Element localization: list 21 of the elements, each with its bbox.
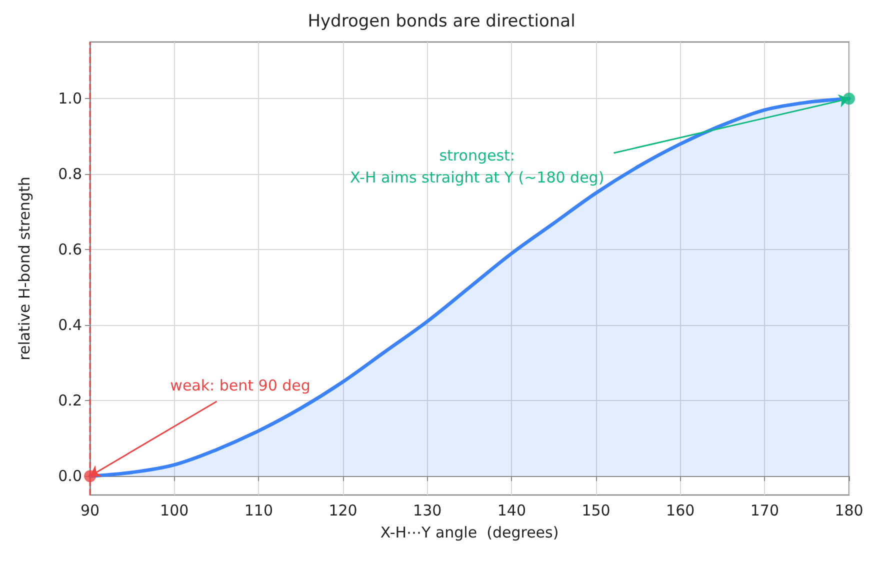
x-tick-label: 90 [80,502,100,520]
x-axis-title: X-H⋯Y angle (degrees) [380,524,559,542]
x-tick-label: 180 [834,502,864,520]
y-tick-label: 0.8 [58,165,82,184]
y-tick-label: 0.0 [58,467,82,486]
y-axis-title: relative H-bond strength [16,176,34,360]
annotation: weak: bent 90 deg [170,376,310,395]
x-tick-label: 170 [750,502,779,520]
x-tick-label: 100 [160,502,189,520]
y-tick-label: 0.4 [58,316,82,334]
y-tick-label: 0.6 [58,240,82,259]
x-tick-label: 160 [666,502,695,520]
annotation: strongest: X-H aims straight at Y (~180 deg) [350,146,604,187]
y-tick-label: 0.2 [58,392,82,410]
chart-title: Hydrogen bonds are directional [308,12,576,32]
x-tick-label: 130 [413,502,442,520]
x-tick-label: 140 [497,502,526,520]
x-tick-label: 120 [328,502,358,520]
x-tick-label: 150 [582,502,610,520]
x-tick-label: 110 [244,502,273,520]
y-tick-label: 1.0 [58,90,82,108]
